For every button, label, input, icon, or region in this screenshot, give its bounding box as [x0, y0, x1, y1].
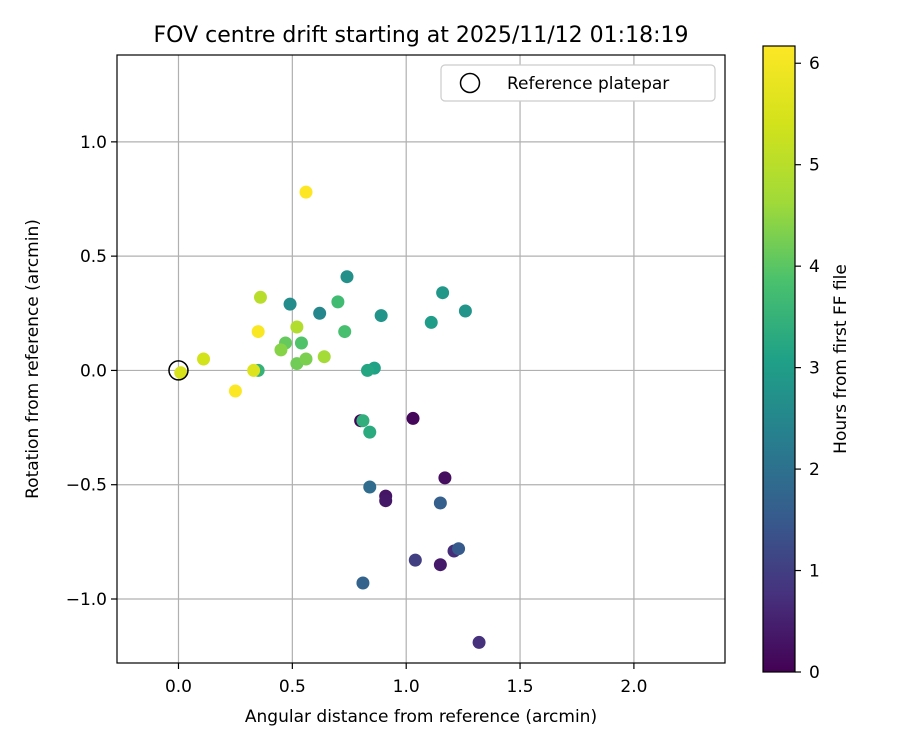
data-point [253, 290, 267, 304]
data-point [174, 366, 188, 380]
data-point [294, 336, 308, 350]
data-point [363, 425, 377, 439]
data-point [433, 558, 447, 572]
colorbar-gradient [762, 45, 796, 673]
legend-reference-marker [459, 72, 481, 94]
data-point [408, 553, 422, 567]
data-point [299, 352, 313, 366]
colorbar-tick-label: 4 [809, 257, 820, 277]
data-point [340, 270, 354, 284]
data-point [338, 325, 352, 339]
data-point [379, 494, 393, 508]
x-tick-label: 0.5 [279, 677, 306, 697]
colorbar: 0 1 2 3 4 5 6 [762, 45, 820, 683]
data-point [360, 363, 374, 377]
data-point [356, 576, 370, 590]
data-point [433, 496, 447, 510]
x-tick-label: 2.0 [620, 677, 647, 697]
data-point [458, 304, 472, 318]
legend-reference-label: Reference platepar [507, 74, 669, 94]
x-axis-label: Angular distance from reference (arcmin) [245, 707, 597, 727]
data-point [197, 352, 211, 366]
axes: 0.0 0.5 1.0 1.5 2.0 −1.0 −0.5 0.0 0.5 1.0 [66, 54, 726, 697]
data-point [363, 480, 377, 494]
legend-box [440, 64, 716, 102]
x-tick-label: 0.0 [165, 677, 192, 697]
legend: Reference platepar [440, 64, 716, 102]
y-tick-label: −1.0 [66, 590, 107, 610]
grid [117, 55, 725, 663]
y-tick-label: 0.5 [80, 247, 107, 267]
colorbar-tick-label: 5 [809, 156, 820, 176]
y-tick-label: 0.0 [80, 361, 107, 381]
y-tick-label: −0.5 [66, 476, 107, 496]
colorbar-tick-label: 1 [809, 562, 820, 582]
y-tick-label: 1.0 [80, 133, 107, 153]
colorbar-label: Hours from first FF file [831, 264, 851, 454]
data-point [299, 185, 313, 199]
x-tick-label: 1.5 [507, 677, 534, 697]
data-point [436, 286, 450, 300]
colorbar-tick-label: 6 [809, 54, 820, 74]
data-point [331, 295, 345, 309]
data-point [313, 306, 327, 320]
x-tick-label: 1.0 [393, 677, 420, 697]
data-point [317, 350, 331, 364]
reference-platepar-marker [168, 360, 189, 381]
data-point [283, 297, 297, 311]
data-point [290, 320, 304, 334]
data-point [374, 309, 388, 323]
data-point [424, 315, 438, 329]
data-point [228, 384, 242, 398]
y-axis-label: Rotation from reference (arcmin) [23, 219, 43, 499]
data-point [452, 542, 466, 556]
data-point [472, 635, 486, 649]
data-point [406, 411, 420, 425]
data-points [168, 185, 486, 649]
data-point [274, 343, 288, 357]
data-point [247, 363, 261, 377]
plot-frame [116, 54, 726, 664]
colorbar-tick-label: 3 [809, 359, 820, 379]
data-point [356, 414, 370, 428]
data-point [438, 471, 452, 485]
colorbar-tick-label: 2 [809, 460, 820, 480]
colorbar-tick-label: 0 [809, 663, 820, 683]
chart-title: FOV centre drift starting at 2025/11/12 … [154, 23, 689, 48]
data-point [251, 325, 265, 339]
